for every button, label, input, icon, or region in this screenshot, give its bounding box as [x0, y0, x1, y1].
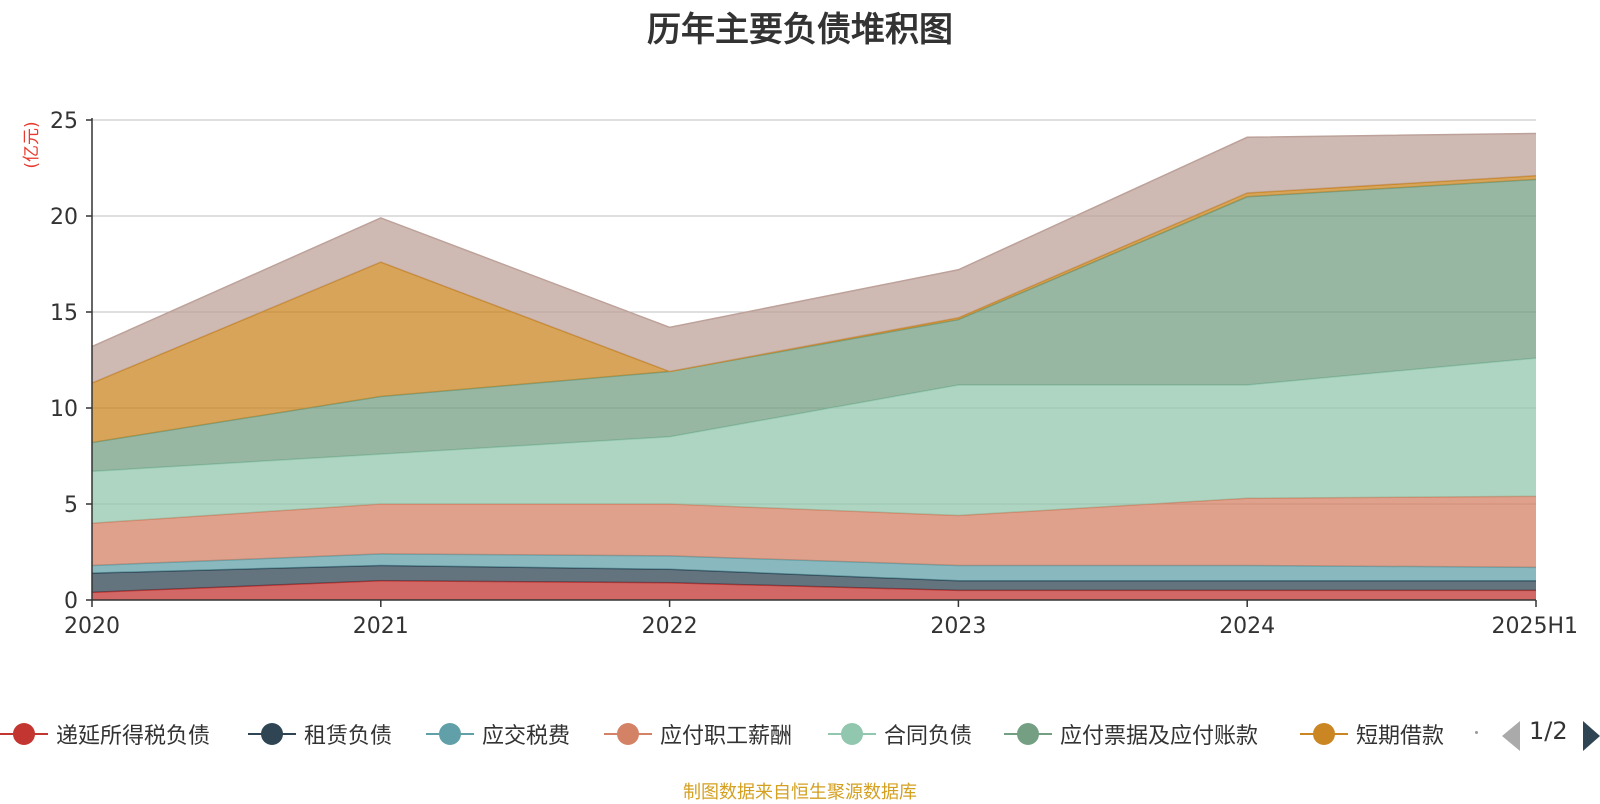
x-tick-label: 2020 — [64, 614, 120, 639]
y-tick-label: 15 — [50, 301, 78, 326]
chart-plot: 0 5 10 15 20 25 2020 2021 2022 2023 2024 2025H1 (亿元… — [22, 109, 1578, 639]
legend-swatch-dot — [841, 723, 863, 745]
area-series-0 — [92, 580, 1536, 600]
legend-swatch-dot — [1313, 723, 1335, 745]
legend-label: 应付职工薪酬 — [660, 724, 793, 749]
y-tick-label: 10 — [50, 397, 78, 422]
stacked-areas — [91, 132, 1537, 600]
area-series-line-7 — [91, 132, 1537, 348]
legend-item[interactable]: 递延所得税负债 — [0, 716, 210, 752]
x-tick-label: 2024 — [1219, 614, 1275, 639]
legend-next-page-icon[interactable] — [1583, 721, 1600, 751]
legend-label: 应交税费 — [482, 724, 571, 749]
source-note: 制图数据来自恒生聚源数据库 — [683, 782, 917, 803]
legend-swatch-dot — [617, 723, 639, 745]
legend-label: 租赁负债 — [304, 724, 393, 749]
legend-item[interactable]: 租赁负债 — [248, 716, 392, 752]
legend-label: 短期借款 — [1356, 724, 1445, 749]
legend: 递延所得税负债 租赁负债 应交税费 应付职工薪酬 合同负债 应付票据及应付账款 短期借款 — [0, 716, 1600, 752]
legend-swatch-dot — [13, 723, 35, 745]
legend-item[interactable]: 应付职工薪酬 — [604, 716, 792, 752]
y-tick-label: 20 — [50, 205, 78, 230]
legend-swatch-dot — [439, 723, 461, 745]
x-tick-label: 2022 — [642, 614, 698, 639]
legend-label: 应付票据及应付账款 — [1060, 724, 1259, 749]
legend-swatch-icon — [828, 721, 876, 747]
area-series-1 — [92, 565, 1536, 593]
y-tick-label: 5 — [64, 493, 78, 518]
legend-overflow-dot — [1475, 731, 1478, 734]
x-tick-label: 2025H1 — [1491, 614, 1578, 639]
legend-label: 合同负债 — [884, 724, 973, 749]
legend-swatch-icon — [0, 721, 48, 747]
legend-item[interactable]: 合同负债 — [828, 716, 972, 752]
y-axis-unit-label: (亿元) — [22, 121, 42, 168]
y-tick-label: 0 — [64, 589, 78, 614]
legend-prev-page-icon[interactable] — [1502, 721, 1520, 751]
area-series-3 — [92, 496, 1536, 568]
area-series-6 — [92, 175, 1536, 443]
legend-item[interactable]: 短期借款 — [1300, 716, 1444, 752]
legend-swatch-icon — [426, 721, 474, 747]
y-tick-label: 25 — [50, 109, 78, 134]
x-tick-label: 2021 — [353, 614, 409, 639]
axes: 0 5 10 15 20 25 2020 2021 2022 2023 2024 2025H1 — [50, 109, 1578, 639]
legend-swatch-dot — [261, 723, 283, 745]
area-series-2 — [92, 553, 1536, 581]
area-series-7 — [92, 133, 1536, 384]
x-tick-label: 2023 — [930, 614, 986, 639]
chart-title: 历年主要负债堆积图 — [647, 10, 953, 50]
legend-swatch-icon — [604, 721, 652, 747]
legend-swatch-icon — [1004, 721, 1052, 747]
legend-page-indicator: 1/2 — [1529, 717, 1568, 745]
legend-item[interactable]: 应付票据及应付账款 — [1004, 716, 1258, 752]
area-series-4 — [92, 358, 1536, 524]
area-series-5 — [92, 179, 1536, 472]
legend-swatch-icon — [248, 721, 296, 747]
legend-item[interactable]: 应交税费 — [426, 716, 570, 752]
legend-label: 递延所得税负债 — [56, 724, 211, 749]
legend-swatch-dot — [1017, 723, 1039, 745]
legend-swatch-icon — [1300, 721, 1348, 747]
area-series-line-4 — [91, 357, 1537, 473]
